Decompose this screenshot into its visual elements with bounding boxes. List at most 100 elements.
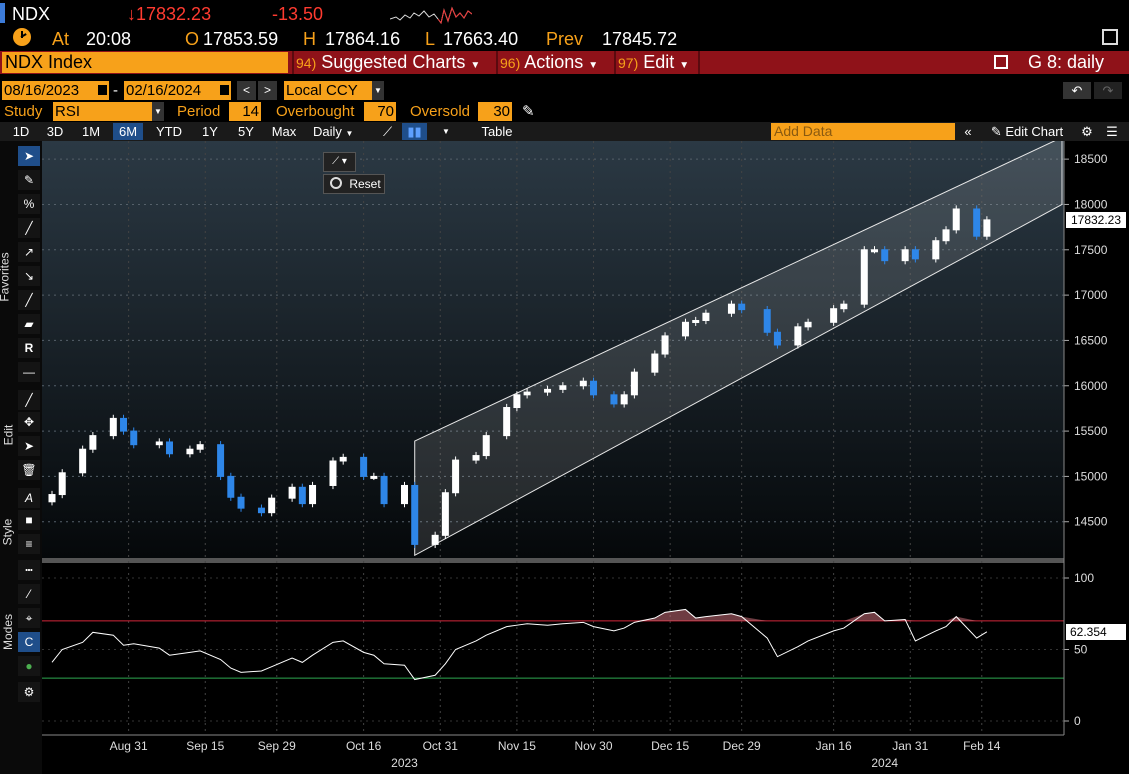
period-1y-button[interactable]: 1Y [202, 124, 218, 139]
panel-divider[interactable] [42, 558, 1064, 563]
candle-body [952, 208, 960, 231]
currency-select[interactable]: Local CCY ▼ [284, 81, 384, 100]
select-add-tool[interactable]: ➤ [18, 436, 40, 456]
period-3d-button[interactable]: 3D [46, 124, 64, 139]
end-date-field[interactable]: 02/16/2024 [124, 81, 231, 100]
reset-button[interactable]: Reset [323, 174, 385, 194]
candle-body [227, 475, 235, 498]
r-icon: R [24, 341, 34, 355]
channel-tool[interactable]: ▰ [18, 314, 40, 334]
crosshair-mode[interactable]: ⁄ [18, 584, 40, 604]
period-6m-button[interactable]: 6M [113, 123, 143, 140]
chart-id[interactable]: G 8: daily [1028, 52, 1105, 72]
chart-type-dropdown[interactable]: ▼ [436, 123, 456, 140]
line-tool[interactable]: ╱ [18, 290, 40, 310]
period-5y-button[interactable]: 5Y [238, 124, 254, 139]
ticker-marker [0, 3, 5, 23]
period-max-button[interactable]: Max [271, 124, 297, 139]
chevron-down-icon: ▼ [372, 81, 384, 100]
candle-body [630, 371, 638, 396]
settings-mode[interactable]: ⚙ [18, 682, 40, 702]
candle-body [79, 448, 87, 474]
line-style-dropdown[interactable]: ⟋ ▾ [323, 152, 356, 172]
price-chart[interactable]: 18500 18000 17500 17000 16500 16000 15500 15000… [42, 141, 1129, 774]
undo-button[interactable]: ↶ [1063, 82, 1091, 99]
pencil-icon: ✎ [990, 124, 1002, 139]
candle-body [237, 496, 245, 509]
candle-body [702, 312, 710, 321]
horizontal-line-tool[interactable]: — [18, 362, 40, 382]
pencil-icon[interactable]: ✎ [522, 103, 535, 120]
candle-body [932, 240, 940, 260]
annotate-tool[interactable]: ✎ [18, 170, 40, 190]
table-button[interactable]: Table [481, 124, 513, 139]
chevron-down-icon: ▼ [470, 60, 481, 71]
prev-range-button[interactable]: < [237, 81, 256, 100]
percent-icon: % [23, 197, 35, 211]
candle-body [620, 394, 628, 405]
candle-body [513, 394, 521, 409]
candle-body [130, 430, 138, 446]
draw-tool[interactable]: ╱ [18, 390, 40, 410]
fullscreen-icon[interactable] [1102, 29, 1118, 45]
brush-icon: ╱ [25, 393, 33, 407]
move-tool[interactable]: ✥ [18, 412, 40, 432]
menu-edit[interactable]: 97) Edit ▼ [618, 51, 698, 74]
color-mode[interactable]: ● [18, 656, 40, 676]
candle-body [804, 321, 812, 328]
line-chart-icon: ⟋ [382, 124, 393, 139]
line-weight-tool[interactable]: ≡ [18, 534, 40, 554]
candle-body [472, 455, 480, 461]
menu-actions[interactable]: 96) Actions ▼ [500, 51, 610, 74]
oversold-input[interactable]: 30 [478, 102, 512, 121]
next-range-button[interactable]: > [258, 81, 277, 100]
line-style-tool[interactable]: ┅ [18, 560, 40, 580]
x-tick-label: Oct 16 [346, 739, 382, 753]
retracement-tool[interactable]: R [18, 338, 40, 358]
period-1d-button[interactable]: 1D [12, 124, 30, 139]
line-chart-button[interactable]: ⟋ [375, 123, 400, 140]
candle-body [661, 335, 669, 355]
start-date-field[interactable]: 08/16/2023 [2, 81, 109, 100]
menu-number: 97) [618, 55, 639, 71]
period-1m-button[interactable]: 1M [81, 124, 101, 139]
security-field[interactable]: NDX Index [2, 52, 288, 73]
arrow-tool[interactable]: ↘ [18, 266, 40, 286]
candle-body [482, 435, 490, 457]
price-tick-label: 18500 [1074, 152, 1108, 166]
collapse-button[interactable]: « [958, 123, 978, 140]
candle-body [881, 249, 889, 262]
price-tick-label: 17000 [1074, 288, 1108, 302]
line-chart-icon: ⟋ ▾ [332, 156, 347, 167]
redo-button[interactable]: ↷ [1094, 82, 1122, 99]
ray-tool[interactable]: ↗ [18, 242, 40, 262]
candle-chart-button[interactable]: ▮▮ [402, 123, 427, 140]
period-ytd-button[interactable]: YTD [156, 124, 182, 139]
launch-icon[interactable] [994, 55, 1008, 69]
menu-suggested-charts[interactable]: 94) Suggested Charts ▼ [296, 51, 492, 74]
cursor-plus-icon: ➤ [23, 439, 35, 453]
text-tool[interactable]: A [18, 488, 40, 508]
chart-options-button[interactable]: ☰ [1102, 123, 1122, 140]
magnet-mode[interactable]: C [18, 632, 40, 652]
percent-tool[interactable]: % [18, 194, 40, 214]
edit-chart-button[interactable]: ✎ Edit Chart [983, 123, 1071, 140]
hover-mode[interactable]: ⌖ [18, 608, 40, 628]
period-input[interactable]: 14 [229, 102, 261, 121]
study-select[interactable]: RSI ▼ [53, 102, 164, 121]
delete-tool[interactable]: 🗑 [18, 460, 40, 480]
chart-settings-button[interactable]: ⚙ [1077, 123, 1097, 140]
select-tool[interactable]: ➤ [18, 146, 40, 166]
ticker-symbol[interactable]: NDX [12, 4, 51, 24]
frequency-select[interactable]: Daily ▼ [307, 123, 369, 140]
candle-body [590, 380, 598, 396]
add-data-input[interactable]: Add Data [771, 123, 955, 140]
overbought-input[interactable]: 70 [364, 102, 396, 121]
high-label: H [303, 29, 316, 49]
fill-tool[interactable]: ■ [18, 510, 40, 530]
settings-icon: ⚙ [1081, 124, 1093, 139]
modes-label: Modes [1, 613, 16, 651]
crosshair-icon: ⁄ [27, 587, 30, 601]
x-tick-label: Nov 15 [498, 739, 536, 753]
trendline-tool[interactable]: ╱ [18, 218, 40, 238]
